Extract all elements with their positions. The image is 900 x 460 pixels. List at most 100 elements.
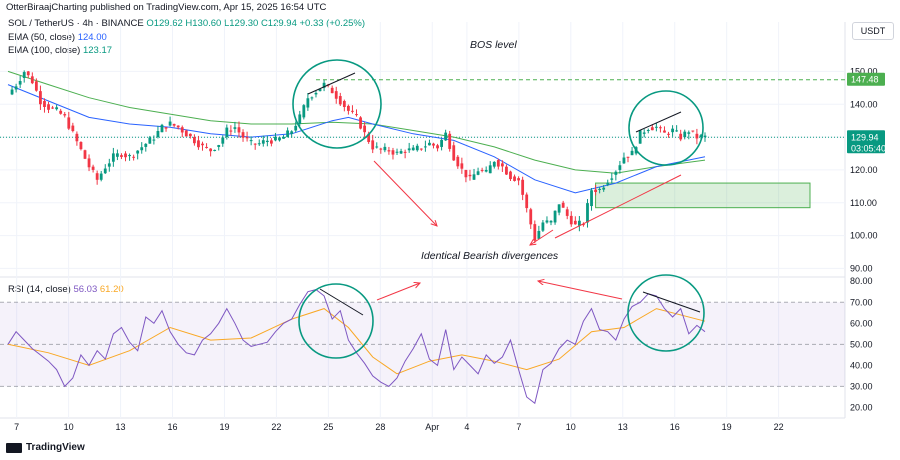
currency-selector[interactable]: USDT <box>852 22 894 40</box>
candle-body <box>614 171 618 175</box>
candle-body <box>120 155 123 157</box>
trendline-support <box>554 174 682 239</box>
candle-body <box>346 105 350 111</box>
candle-body <box>152 139 156 141</box>
candle-body <box>310 97 314 99</box>
rsi-ma-line <box>7 308 706 375</box>
candle-body <box>30 76 34 84</box>
candle-body <box>67 117 71 129</box>
candle-body <box>22 72 26 78</box>
candle-body <box>39 91 42 105</box>
candle-body <box>659 127 662 129</box>
candle-body <box>249 140 253 142</box>
candle-body <box>468 174 472 177</box>
candle-body <box>237 127 241 133</box>
ema100-value: 123.17 <box>82 45 113 56</box>
ema50-line <box>7 84 706 194</box>
candle-body <box>650 127 654 131</box>
ema100-legend[interactable]: EMA (100, close) 123.17 <box>8 45 112 56</box>
ema100-line <box>7 70 706 174</box>
date-tick-label: 19 <box>219 422 229 432</box>
candle-body <box>10 89 14 95</box>
candle-body <box>695 133 699 139</box>
candle-body <box>330 87 334 94</box>
candle-body <box>111 153 115 162</box>
candle-body <box>428 142 431 146</box>
candle-body <box>136 150 140 154</box>
price-tick-label: 90.00 <box>850 263 873 273</box>
date-tick-label: Apr <box>425 422 439 432</box>
candle-body <box>14 86 18 90</box>
candle-body <box>513 176 516 181</box>
rsi-tick-label: 50.00 <box>850 339 873 349</box>
candle-body <box>577 220 581 226</box>
candle-body <box>18 81 22 85</box>
price-tick-label: 120.00 <box>850 165 878 175</box>
candle-body <box>529 209 533 225</box>
candle-body <box>472 174 476 180</box>
date-tick-label: 16 <box>168 422 178 432</box>
axes: 150.00140.00130.00120.00110.00100.0090.0… <box>14 66 886 432</box>
candle-body <box>521 179 525 195</box>
rsi-tick-label: 40.00 <box>850 360 873 370</box>
candle-body <box>492 161 496 167</box>
candle-body <box>338 96 342 105</box>
candle-body <box>610 178 614 180</box>
bos-price-label-bg <box>847 72 885 86</box>
candle-body <box>703 135 707 138</box>
candle-body <box>221 137 225 144</box>
current-price-label-bg <box>847 130 885 154</box>
candle-body <box>448 133 452 149</box>
candle-body <box>253 143 257 145</box>
rsi-tick-label: 30.00 <box>850 381 873 391</box>
symbol-legend[interactable]: SOL / TetherUS · 4h · BINANCE O129.62 H1… <box>8 18 365 29</box>
candle-body <box>298 114 302 124</box>
candle-body <box>500 163 504 167</box>
candle-body <box>213 149 217 151</box>
candle-body <box>630 150 634 156</box>
candle-body <box>387 150 391 152</box>
rsi-legend[interactable]: RSI (14, close) 56.03 61.20 <box>8 284 124 295</box>
candle-body <box>618 165 622 170</box>
candle-body <box>294 125 298 131</box>
candle-body <box>496 160 500 167</box>
candle-body <box>565 209 569 216</box>
candle-body <box>436 145 439 149</box>
candle-body <box>274 136 277 141</box>
candle-body <box>290 131 294 134</box>
candle-body <box>176 125 180 128</box>
candle-body <box>671 128 674 133</box>
candle-body <box>456 156 460 167</box>
candle-body <box>47 104 50 110</box>
tradingview-logo[interactable]: TradingView <box>6 442 85 453</box>
date-tick-label: 16 <box>670 422 680 432</box>
candle-body <box>164 127 168 129</box>
candle-body <box>148 137 152 144</box>
rsi-line <box>7 289 706 405</box>
candle-body <box>172 123 176 126</box>
symbol-title: SOL / TetherUS · 4h · BINANCE <box>8 18 144 29</box>
date-tick-label: 22 <box>774 422 784 432</box>
current-price-label: 129.94 <box>851 132 879 142</box>
candle-body <box>667 133 670 135</box>
candle-body <box>75 133 79 142</box>
candle-body <box>217 145 221 147</box>
candle-body <box>245 137 249 139</box>
candle-body <box>351 110 354 112</box>
bos-price-label: 147.48 <box>851 75 879 85</box>
candle-body <box>606 182 610 185</box>
candle-body <box>278 137 281 141</box>
ema50-legend[interactable]: EMA (50, close) 124.00 <box>8 32 107 43</box>
candle-body <box>517 178 520 181</box>
date-tick-label: 28 <box>375 422 385 432</box>
candle-body <box>505 166 508 175</box>
highlight-circle-price-right <box>628 90 704 166</box>
trendline-rsi-right <box>642 291 701 313</box>
candle-body <box>71 125 75 132</box>
candle-body <box>415 145 419 151</box>
candle-body <box>55 107 59 110</box>
candle-body <box>306 98 310 108</box>
candle-body <box>509 171 512 180</box>
candle-body <box>371 140 375 150</box>
